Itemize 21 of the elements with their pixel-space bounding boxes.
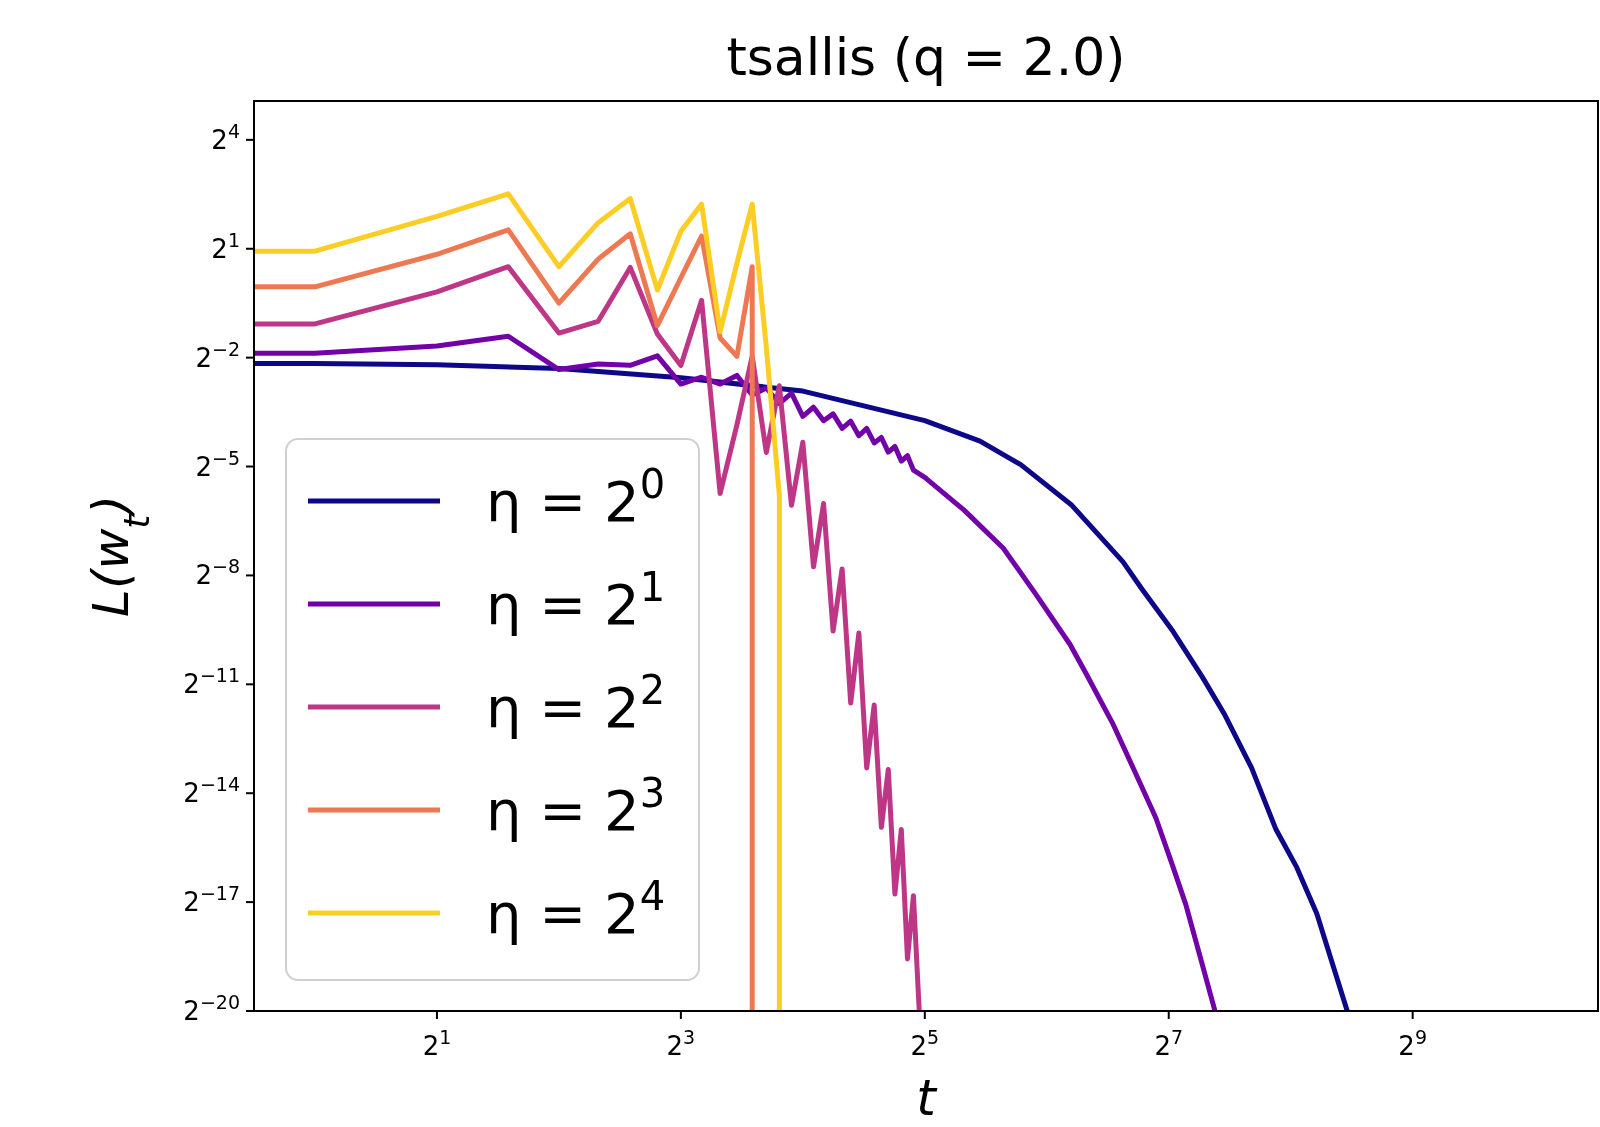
y-tick-label: 2$^{−17}$ [183, 882, 240, 918]
y-tick-label: 2$^{−20}$ [183, 991, 240, 1026]
y-tick-label: 2$^{−5}$ [195, 446, 240, 482]
y-tick-label: 2$^{−11}$ [183, 664, 240, 700]
legend-label: η = 2$^{2}$ [486, 667, 666, 740]
y-tick-label: 2$^{−2}$ [195, 337, 240, 373]
legend-label: η = 2$^{1}$ [486, 564, 666, 637]
x-tick-label: 2$^{5}$ [910, 1026, 940, 1061]
y-tick-label: 2$^{4}$ [211, 119, 240, 155]
x-tick-label: 2$^{7}$ [1154, 1026, 1184, 1061]
legend-label: η = 2$^{0}$ [486, 461, 666, 534]
chart-title: tsallis (q = 2.0) [726, 27, 1126, 87]
x-tick-label: 2$^{1}$ [422, 1026, 452, 1061]
legend-label: η = 2$^{4}$ [486, 873, 666, 946]
x-tick-label: 2$^{3}$ [666, 1026, 696, 1061]
y-tick-label: 2$^{−14}$ [183, 773, 240, 809]
y-tick-label: 2$^{1}$ [211, 228, 240, 264]
x-axis-title: t [916, 1069, 939, 1127]
legend-label: η = 2$^{3}$ [486, 770, 666, 843]
x-tick-label: 2$^{9}$ [1398, 1026, 1427, 1061]
y-tick-label: 2$^{−8}$ [195, 555, 240, 591]
